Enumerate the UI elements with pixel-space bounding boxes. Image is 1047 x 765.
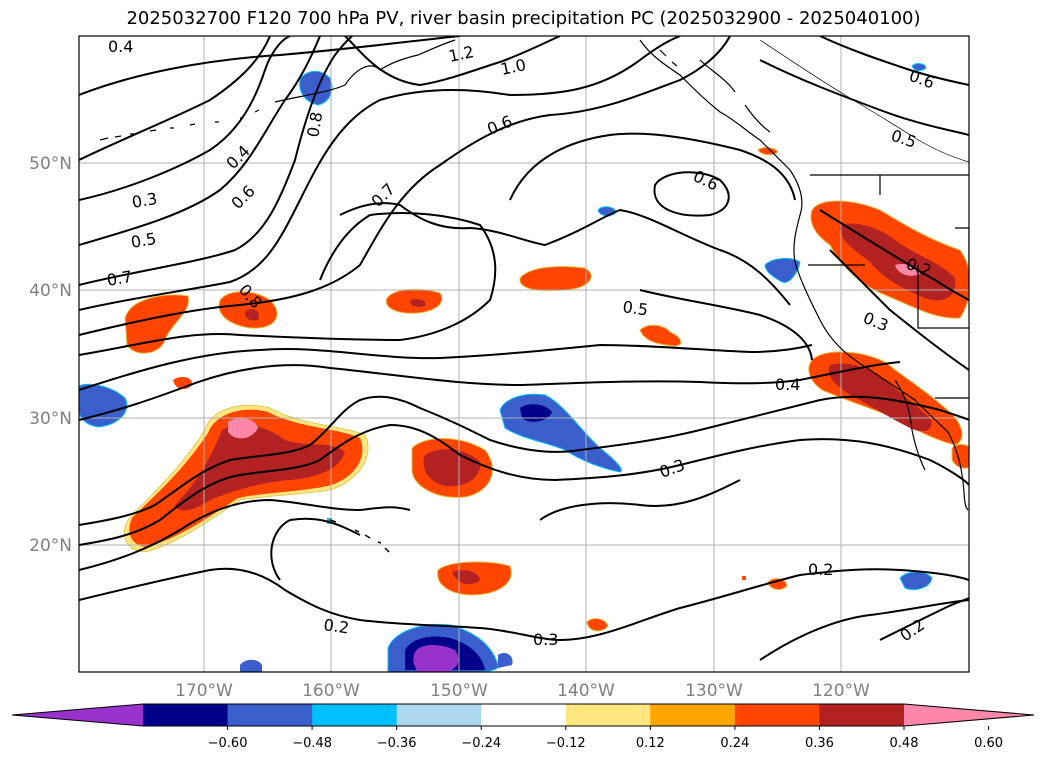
colorbar-segment xyxy=(734,704,820,726)
contour-labels: 0.4 1.2 1.0 0.8 0.6 0.6 0.5 0.4 0.6 0.3 … xyxy=(105,37,937,649)
contour-label: 0.4 xyxy=(108,37,133,56)
colorbar-tick-label: 0.60 xyxy=(974,736,1003,751)
latitude-labels: 50°N 40°N 30°N 20°N xyxy=(29,154,72,556)
contour-label: 0.3 xyxy=(533,630,558,649)
colorbar-tick-label: 0.12 xyxy=(636,736,665,751)
graticule xyxy=(79,36,969,672)
lon-label-140w: 140°W xyxy=(557,681,615,701)
colorbar-segment xyxy=(143,704,229,726)
colorbar-tick-label: −0.12 xyxy=(546,736,586,751)
colorbar-segment xyxy=(565,704,651,726)
contour-label: 0.7 xyxy=(105,267,133,290)
longitude-labels: 170°W 160°W 150°W 140°W 130°W 120°W xyxy=(175,681,870,701)
lat-label-20n: 20°N xyxy=(29,536,72,556)
colorbar-tick-label: −0.36 xyxy=(377,736,417,751)
colorbar-segment xyxy=(819,704,905,726)
colorbar-segment xyxy=(227,704,313,726)
lat-label-30n: 30°N xyxy=(29,409,72,429)
colorbar-segment xyxy=(650,704,736,726)
lon-label-120w: 120°W xyxy=(812,681,870,701)
colorbar-tick-label: −0.48 xyxy=(292,736,332,751)
contour-label: 0.2 xyxy=(322,615,350,637)
lon-label-170w: 170°W xyxy=(175,681,233,701)
contour-label: 0.4 xyxy=(775,375,800,394)
contour-label: 0.3 xyxy=(130,189,158,212)
colorbar-segment xyxy=(396,704,482,726)
lon-label-160w: 160°W xyxy=(302,681,360,701)
coastlines xyxy=(99,39,969,553)
colorbar-tick-label: −0.24 xyxy=(461,736,501,751)
lat-label-40n: 40°N xyxy=(29,281,72,301)
colorbar-outline xyxy=(11,703,1035,727)
contour-label: 0.8 xyxy=(303,110,326,138)
map-frame xyxy=(78,35,970,673)
colorbar-extend-max xyxy=(904,704,1034,726)
colorbar: −0.60 −0.48 −0.36 −0.24 −0.12 0.12 0.24 0.36 0.4… xyxy=(11,703,1035,751)
colorbar-segment xyxy=(312,704,398,726)
lon-label-130w: 130°W xyxy=(685,681,743,701)
colorbar-tick-label: 0.24 xyxy=(720,736,749,751)
map-title: 2025032700 F120 700 hPa PV, river basin … xyxy=(126,8,921,29)
contour-label: 0.5 xyxy=(621,297,649,319)
colorbar-segment xyxy=(481,704,567,726)
lon-label-150w: 150°W xyxy=(430,681,488,701)
contour-label: 1.2 xyxy=(447,42,476,66)
colorbar-extend-min xyxy=(12,704,143,726)
pv-contours xyxy=(79,36,969,661)
contour-label: 1.0 xyxy=(499,55,528,79)
colorbar-tick-label: 0.36 xyxy=(805,736,834,751)
colorbar-tick-label: −0.60 xyxy=(208,736,248,751)
colorbar-tick-label: 0.48 xyxy=(890,736,919,751)
lat-label-50n: 50°N xyxy=(29,154,72,174)
contour-label: 0.2 xyxy=(808,560,833,579)
contour-label: 0.5 xyxy=(129,229,157,252)
map-background xyxy=(79,36,969,672)
